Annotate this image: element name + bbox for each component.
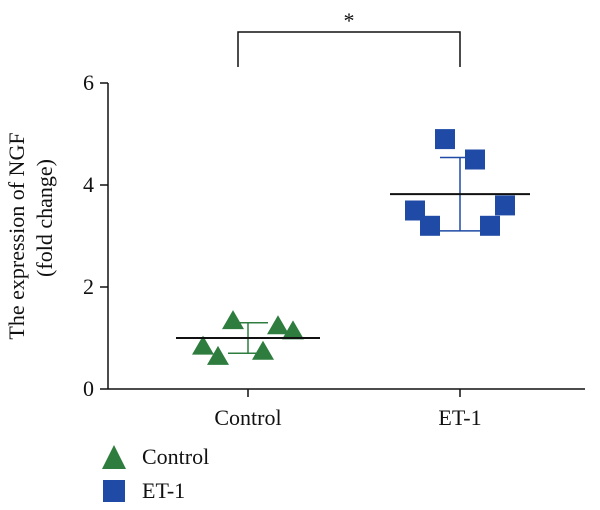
square-marker-icon <box>100 477 128 505</box>
triangle-marker-icon <box>100 443 128 471</box>
data-point <box>420 215 440 236</box>
data-point <box>495 195 515 216</box>
legend: Control ET-1 <box>100 440 209 508</box>
data-point <box>252 340 274 360</box>
data-point <box>435 129 455 150</box>
y-tick-label: 6 <box>83 70 94 95</box>
data-point <box>222 310 244 330</box>
data-point <box>207 345 229 365</box>
data-point <box>405 200 425 221</box>
y-tick-label: 4 <box>83 172 94 197</box>
legend-label: Control <box>142 444 210 469</box>
legend-item-control: Control <box>100 440 209 474</box>
data-point <box>480 215 500 236</box>
y-tick-label: 0 <box>83 376 94 401</box>
y-tick-label: 2 <box>83 274 94 299</box>
data-point <box>192 335 214 355</box>
scatter-chart: 0 2 4 6 Control ET-1 The expression of NGF (fol… <box>4 8 585 430</box>
data-point <box>267 315 289 335</box>
significance-label: * <box>344 8 355 33</box>
legend-item-et1: ET-1 <box>100 474 209 508</box>
y-axis-subtitle: (fold change) <box>32 159 57 277</box>
x-tick-label: ET-1 <box>438 405 481 430</box>
data-point <box>282 320 304 340</box>
data-point <box>465 149 485 170</box>
x-tick-label: Control <box>214 405 281 430</box>
y-axis-title: The expression of NGF <box>4 132 29 339</box>
significance-bracket <box>237 31 461 67</box>
legend-label: ET-1 <box>142 478 186 503</box>
